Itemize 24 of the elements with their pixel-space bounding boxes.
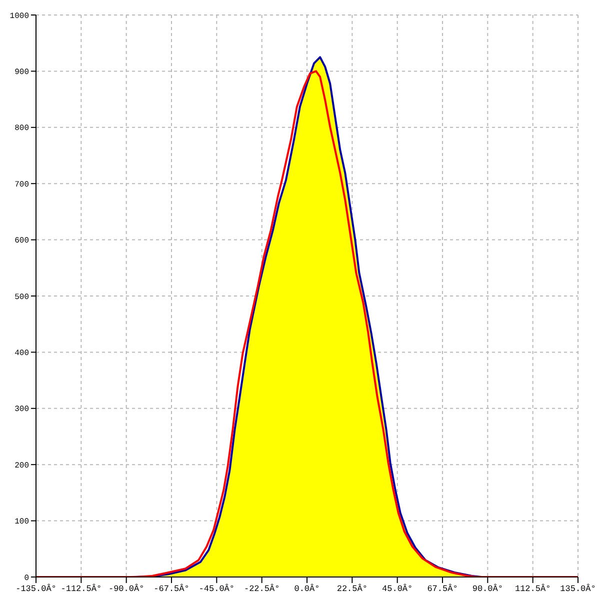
y-tick-label: 700 (14, 180, 30, 190)
y-tick-label: 600 (14, 236, 30, 246)
y-tick-label: 300 (14, 405, 30, 414)
x-tick-label: -67.5Â° (154, 583, 190, 594)
y-tick-label: 0 (24, 574, 30, 583)
x-tick-label: 22.5Â° (336, 583, 368, 594)
x-tick-label: -45.0Â° (198, 583, 235, 594)
x-tick-label: 112.5Â° (514, 583, 551, 594)
x-tick-label: -112.5Â° (60, 583, 102, 594)
x-tick-label: 0.0Â° (294, 583, 320, 594)
y-tick-label: 800 (14, 124, 30, 134)
y-tick-label: 900 (14, 68, 30, 78)
x-tick-label: -135.0Â° (16, 583, 56, 594)
x-tick-label: -22.5Â° (244, 583, 280, 594)
y-tick-label: 400 (14, 349, 30, 358)
x-tick-label: 135.0Â° (560, 583, 596, 594)
y-tick-label: 200 (14, 461, 30, 470)
x-tick-label: 67.5Â° (427, 583, 458, 594)
x-tick-label: -90.0Â° (108, 583, 144, 594)
y-tick-label: 1000 (10, 12, 30, 21)
y-tick-label: 100 (14, 518, 30, 527)
x-tick-label: 90.0Â° (472, 583, 503, 594)
y-tick-label: 500 (14, 292, 30, 302)
x-tick-label: 45.0Â° (382, 583, 413, 594)
